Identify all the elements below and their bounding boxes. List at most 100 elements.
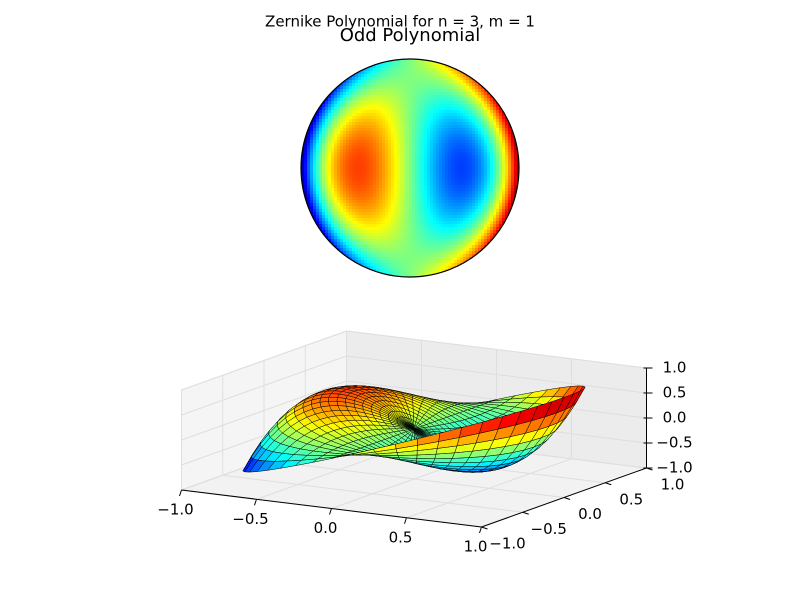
heatmap-cell <box>397 170 401 174</box>
heatmap-cell <box>451 125 455 129</box>
heatmap-cell <box>427 158 431 162</box>
heatmap-cell <box>493 191 497 195</box>
heatmap-cell <box>475 167 479 171</box>
heatmap-cell <box>433 167 437 171</box>
heatmap-cell <box>373 179 377 183</box>
heatmap-cell <box>433 251 437 255</box>
heatmap-cell <box>328 203 332 207</box>
heatmap-cell <box>496 110 500 114</box>
heatmap-cell <box>421 65 425 69</box>
heatmap-cell <box>436 185 440 189</box>
heatmap-cell <box>424 263 428 267</box>
heatmap-cell <box>394 140 398 144</box>
heatmap-cell <box>445 83 449 87</box>
heatmap-cell <box>352 131 356 135</box>
heatmap-cell <box>310 137 314 141</box>
heatmap-cell <box>418 191 422 195</box>
heatmap-cell <box>493 149 497 153</box>
heatmap-cell <box>460 119 464 123</box>
heatmap-cell <box>463 167 467 171</box>
heatmap-cell <box>448 113 452 117</box>
heatmap-cell <box>412 98 416 102</box>
heatmap-cell <box>469 188 473 192</box>
heatmap-cell <box>451 251 455 255</box>
heatmap-cell <box>481 92 485 96</box>
heatmap-cell <box>328 182 332 186</box>
y-axis <box>481 467 647 528</box>
heatmap-cell <box>325 167 329 171</box>
heatmap-cell <box>433 221 437 225</box>
heatmap-cell <box>400 272 404 276</box>
heatmap-cell <box>415 74 419 78</box>
heatmap-cell <box>409 125 413 129</box>
heatmap-cell <box>415 62 419 66</box>
heatmap-cell <box>412 134 416 138</box>
heatmap-cell <box>319 137 323 141</box>
heatmap-cell <box>367 143 371 147</box>
heatmap-cell <box>304 170 308 174</box>
heatmap-cell <box>427 248 431 252</box>
heatmap-cell <box>481 149 485 153</box>
heatmap-cell <box>319 125 323 129</box>
heatmap-cell <box>307 182 311 186</box>
heatmap-cell <box>493 182 497 186</box>
heatmap-cell <box>430 68 434 72</box>
heatmap-cell <box>499 122 503 126</box>
heatmap-cell <box>328 209 332 213</box>
heatmap-cell <box>439 200 443 204</box>
heatmap-cell <box>331 206 335 210</box>
heatmap-cell <box>349 230 353 234</box>
heatmap-cell <box>403 191 407 195</box>
heatmap-cell <box>328 107 332 111</box>
z-tick-label: −0.5 <box>656 434 692 452</box>
heatmap-cell <box>493 113 497 117</box>
heatmap-cell <box>472 98 476 102</box>
heatmap-cell <box>412 266 416 270</box>
heatmap-cell <box>484 173 488 177</box>
heatmap-cell <box>361 128 365 132</box>
heatmap-cell <box>376 107 380 111</box>
heatmap-cell <box>370 182 374 186</box>
heatmap-cell <box>427 155 431 159</box>
heatmap-cell <box>424 122 428 126</box>
heatmap-cell <box>361 131 365 135</box>
heatmap-cell <box>349 185 353 189</box>
heatmap-cell <box>364 101 368 105</box>
heatmap-cell <box>370 191 374 195</box>
heatmap-cell <box>454 83 458 87</box>
heatmap-cell <box>415 188 419 192</box>
heatmap-cell <box>400 215 404 219</box>
heatmap-cell <box>394 71 398 75</box>
heatmap-cell <box>430 62 434 66</box>
heatmap-cell <box>343 227 347 231</box>
heatmap-cell <box>487 194 491 198</box>
heatmap-cell <box>406 83 410 87</box>
heatmap-cell <box>454 203 458 207</box>
heatmap-cell <box>376 110 380 114</box>
heatmap-cell <box>406 269 410 273</box>
heatmap-cell <box>379 137 383 141</box>
heatmap-cell <box>421 191 425 195</box>
heatmap-cell <box>430 269 434 273</box>
heatmap-cell <box>442 89 446 93</box>
heatmap-cell <box>469 251 473 255</box>
heatmap-cell <box>490 212 494 216</box>
heatmap-cell <box>403 161 407 165</box>
heatmap-cell <box>481 230 485 234</box>
heatmap-cell <box>496 191 500 195</box>
heatmap-cell <box>367 122 371 126</box>
heatmap-cell <box>469 119 473 123</box>
heatmap-cell <box>436 137 440 141</box>
heatmap-cell <box>391 194 395 198</box>
heatmap-cell <box>418 236 422 240</box>
heatmap-cell <box>397 125 401 129</box>
heatmap-cell <box>427 218 431 222</box>
heatmap-cell <box>460 230 464 234</box>
heatmap-cell <box>445 200 449 204</box>
heatmap-cell <box>502 143 506 147</box>
heatmap-cell <box>445 251 449 255</box>
heatmap-cell <box>379 173 383 177</box>
heatmap-cell <box>466 251 470 255</box>
heatmap-cell <box>439 74 443 78</box>
heatmap-cell <box>412 131 416 135</box>
